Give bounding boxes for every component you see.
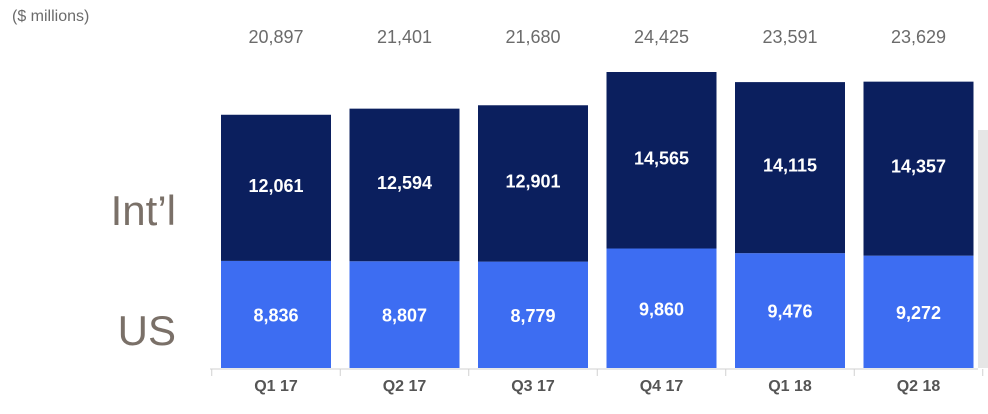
data-label-us-1: 8,807 — [382, 306, 427, 326]
data-label-us-0: 8,836 — [253, 305, 298, 325]
total-label-2: 21,680 — [505, 27, 560, 47]
bar-us-5 — [863, 255, 974, 368]
total-label-0: 20,897 — [248, 27, 303, 47]
data-label-intl-4: 14,115 — [763, 156, 817, 176]
right-edge-strip — [978, 130, 988, 368]
total-label-5: 23,629 — [891, 27, 946, 47]
bar-us-4 — [735, 253, 845, 368]
series-label-intl: Int’l — [111, 187, 176, 234]
x-tick-label-2: Q3 17 — [511, 378, 555, 395]
bar-us-2 — [478, 261, 588, 368]
bar-intl-4 — [735, 82, 845, 254]
unit-label: ($ millions) — [12, 8, 90, 25]
x-tick-label-4: Q1 18 — [768, 378, 812, 395]
total-label-3: 24,425 — [634, 27, 689, 47]
bar-intl-3 — [606, 72, 717, 249]
data-label-intl-5: 14,357 — [891, 157, 946, 177]
bar-us-1 — [349, 261, 460, 368]
series-label-us: US — [118, 307, 176, 354]
total-label-1: 21,401 — [377, 27, 432, 47]
x-tick-label-5: Q2 18 — [897, 378, 941, 395]
bar-intl-2 — [478, 105, 588, 262]
data-label-us-2: 8,779 — [510, 306, 555, 326]
x-tick-label-1: Q2 17 — [383, 378, 427, 395]
bar-us-0 — [221, 260, 331, 368]
data-label-us-5: 9,272 — [896, 303, 941, 323]
data-label-us-4: 9,476 — [767, 302, 812, 322]
bar-us-3 — [606, 248, 717, 368]
x-tick-label-0: Q1 17 — [254, 378, 298, 395]
total-label-4: 23,591 — [762, 27, 817, 47]
data-label-intl-0: 12,061 — [248, 176, 303, 196]
data-label-intl-2: 12,901 — [505, 171, 560, 191]
data-label-intl-1: 12,594 — [377, 173, 432, 193]
data-label-intl-3: 14,565 — [634, 148, 689, 168]
data-label-us-3: 9,860 — [639, 299, 684, 319]
bar-intl-5 — [863, 81, 974, 256]
bar-intl-1 — [349, 108, 460, 262]
bar-intl-0 — [221, 114, 331, 261]
x-tick-label-3: Q4 17 — [640, 378, 684, 395]
